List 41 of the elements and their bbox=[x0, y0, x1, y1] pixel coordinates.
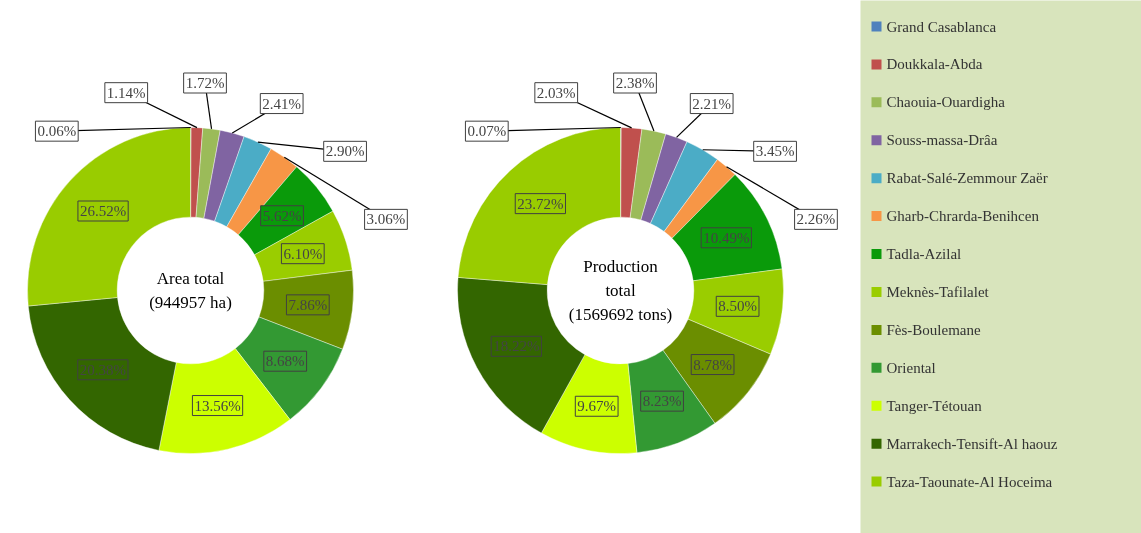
data-label: 13.56% bbox=[194, 397, 241, 414]
legend-label: Oriental bbox=[886, 359, 936, 376]
data-label: 2.03% bbox=[536, 84, 576, 101]
data-label: 3.06% bbox=[366, 211, 406, 228]
data-label: 2.38% bbox=[615, 75, 655, 92]
data-label: 9.67% bbox=[577, 398, 617, 415]
data-label: 0.06% bbox=[37, 123, 77, 140]
data-label: 8.78% bbox=[693, 356, 732, 373]
legend-label: Taza-Taounate-Al Hoceima bbox=[886, 473, 1053, 490]
data-label: 3.45% bbox=[755, 143, 795, 160]
data-label: 2.21% bbox=[692, 95, 732, 112]
data-label: 10.49% bbox=[703, 229, 750, 246]
data-label: 8.50% bbox=[718, 298, 757, 315]
data-label: 2.26% bbox=[796, 211, 836, 228]
data-label: 20.38% bbox=[79, 361, 126, 378]
legend-label: Meknès-Tafilalet bbox=[886, 283, 990, 300]
data-label: 2.41% bbox=[262, 95, 302, 112]
data-label: 2.90% bbox=[325, 143, 365, 160]
data-label: 5.62% bbox=[262, 207, 302, 224]
legend-label: Chaouia-Ouardigha bbox=[886, 94, 1006, 111]
text: Production total (1569692 tons) bbox=[568, 257, 673, 324]
data-label: 8.68% bbox=[265, 353, 305, 370]
data-label: 26.52% bbox=[79, 203, 127, 220]
legend-label: Marrakech-Tensift-Al haouz bbox=[886, 435, 1058, 452]
data-label: 23.72% bbox=[517, 195, 564, 212]
legend-label: Tanger-Tétouan bbox=[886, 397, 983, 414]
legend-label: Gharb-Chrarda-Benihcen bbox=[886, 208, 1040, 225]
legend-label: Rabat-Salé-Zemmour Zaër bbox=[886, 170, 1048, 187]
data-label: 0.07% bbox=[467, 123, 507, 140]
legend-label: Souss-massa-Drâa bbox=[886, 132, 998, 149]
data-label: 6.10% bbox=[283, 245, 323, 262]
data-label: 7.86% bbox=[288, 296, 328, 313]
data-label: 1.14% bbox=[106, 84, 146, 101]
data-label: 18.22% bbox=[493, 338, 540, 355]
legend-label: Doukkala-Abda bbox=[886, 56, 983, 73]
legend-label: Fès-Boulemane bbox=[886, 321, 981, 338]
legend-label: Tadla-Azilal bbox=[886, 246, 962, 263]
text: Area total (944957 ha) bbox=[149, 269, 232, 312]
data-label: 1.72% bbox=[185, 75, 225, 92]
data-label: 8.23% bbox=[642, 393, 682, 410]
legend-label: Grand Casablanca bbox=[886, 18, 997, 35]
